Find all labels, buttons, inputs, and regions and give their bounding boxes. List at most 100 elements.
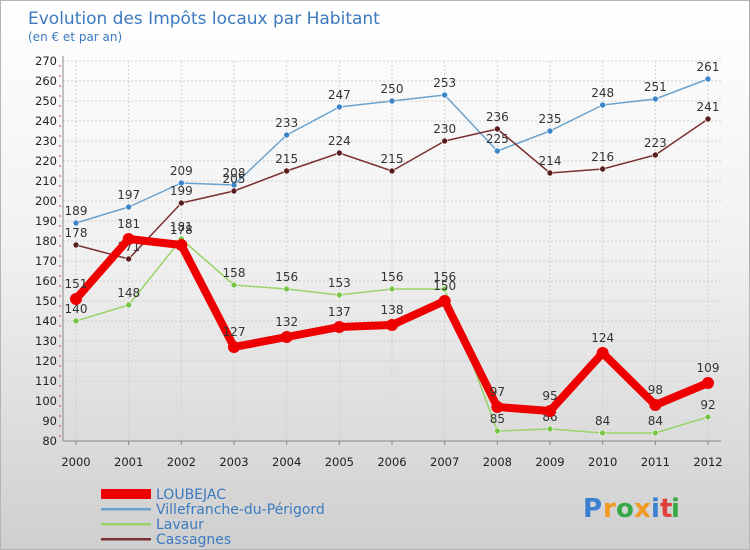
data-point <box>283 167 290 175</box>
data-label: 236 <box>486 110 509 124</box>
data-point <box>72 241 80 249</box>
data-label: 181 <box>170 220 193 234</box>
data-point <box>702 377 714 389</box>
data-label: 209 <box>170 164 193 178</box>
legend-label: Lavaur <box>156 517 204 533</box>
data-label: 241 <box>697 100 720 114</box>
data-point <box>494 125 501 133</box>
data-label: 205 <box>223 172 246 186</box>
x-tick-label: 2009 <box>535 455 564 469</box>
legend-label: Cassagnes <box>156 532 231 548</box>
data-point <box>386 319 398 331</box>
data-point <box>649 399 662 411</box>
data-point <box>333 321 346 333</box>
data-point <box>599 429 606 437</box>
data-label: 199 <box>170 184 193 198</box>
logo-letter: P <box>583 494 602 524</box>
data-label: 140 <box>65 302 88 316</box>
data-point <box>125 203 132 211</box>
y-tick-label: 260 <box>35 74 57 88</box>
data-label: 178 <box>170 223 193 237</box>
data-label: 181 <box>117 217 140 231</box>
data-point <box>546 169 554 177</box>
data-point <box>652 429 659 437</box>
data-label: 124 <box>591 331 614 345</box>
series-villefranche-du-p-rigord: 189 197 209 208 233 247 250 253 225 235 248 251 261 <box>65 60 719 227</box>
data-point <box>125 301 132 309</box>
y-tick-label: 100 <box>35 394 57 408</box>
x-tick-label: 2003 <box>219 455 248 469</box>
y-tick-label: 110 <box>35 374 57 388</box>
data-point <box>228 341 240 353</box>
data-label: 127 <box>223 325 246 339</box>
y-tick-label: 220 <box>35 154 57 168</box>
x-tick-label: 2000 <box>61 455 90 469</box>
y-tick-label: 90 <box>42 414 57 428</box>
logo-letter: x <box>634 494 651 524</box>
data-point <box>441 91 448 99</box>
data-point <box>72 317 80 325</box>
x-tick-label: 2006 <box>377 455 406 469</box>
data-label: 216 <box>591 150 614 164</box>
y-tick-label: 80 <box>42 434 57 448</box>
data-point <box>596 347 609 359</box>
data-point <box>388 97 396 105</box>
data-point <box>599 101 606 109</box>
x-tick-label: 2011 <box>641 455 670 469</box>
legend-label: LOUBEJAC <box>156 487 226 503</box>
data-label: 84 <box>648 414 663 428</box>
legend-swatch <box>101 508 151 511</box>
data-label: 97 <box>490 385 505 399</box>
logo-letter: i <box>651 494 660 524</box>
data-label: 158 <box>223 266 246 280</box>
x-tick-label: 2012 <box>693 455 722 469</box>
legend-label: Villefranche-du-Périgord <box>156 502 325 518</box>
data-point <box>704 413 712 421</box>
data-label: 148 <box>117 286 140 300</box>
y-tick-label: 190 <box>35 214 57 228</box>
data-label: 250 <box>381 82 404 96</box>
data-point <box>546 425 554 433</box>
data-label: 137 <box>328 305 351 319</box>
data-label: 235 <box>539 112 562 126</box>
y-tick-label: 270 <box>35 54 57 68</box>
data-point <box>283 131 290 139</box>
data-label: 208 <box>223 166 246 180</box>
legend-swatch <box>101 489 151 499</box>
data-label: 251 <box>644 80 667 94</box>
data-label: 153 <box>328 276 351 290</box>
data-label: 156 <box>433 270 456 284</box>
chart-subtitle: (en € et par an) <box>28 30 122 44</box>
data-label: 230 <box>433 122 456 136</box>
data-point <box>544 405 556 417</box>
y-tick-label: 130 <box>35 334 57 348</box>
y-tick-label: 250 <box>35 94 57 108</box>
data-point <box>494 427 501 435</box>
data-label: 151 <box>65 277 88 291</box>
data-point <box>441 285 448 293</box>
x-tick-label: 2004 <box>272 455 301 469</box>
data-point <box>599 165 606 173</box>
data-label: 109 <box>697 361 720 375</box>
data-point <box>336 103 343 111</box>
data-point <box>283 285 290 293</box>
data-label: 253 <box>433 76 456 90</box>
x-tick-label: 2005 <box>325 455 354 469</box>
legend: LOUBEJACVillefranche-du-PérigordLavaurCa… <box>101 487 325 548</box>
data-label: 84 <box>595 414 610 428</box>
x-tick-label: 2002 <box>167 455 196 469</box>
data-point <box>652 95 659 103</box>
data-label: 150 <box>433 279 456 293</box>
data-point <box>438 295 451 307</box>
data-label: 138 <box>381 303 404 317</box>
legend-swatch <box>101 523 151 526</box>
data-point <box>178 199 185 207</box>
y-tick-label: 200 <box>35 194 57 208</box>
data-label: 197 <box>117 188 140 202</box>
data-label: 132 <box>275 315 298 329</box>
data-point <box>336 291 343 299</box>
